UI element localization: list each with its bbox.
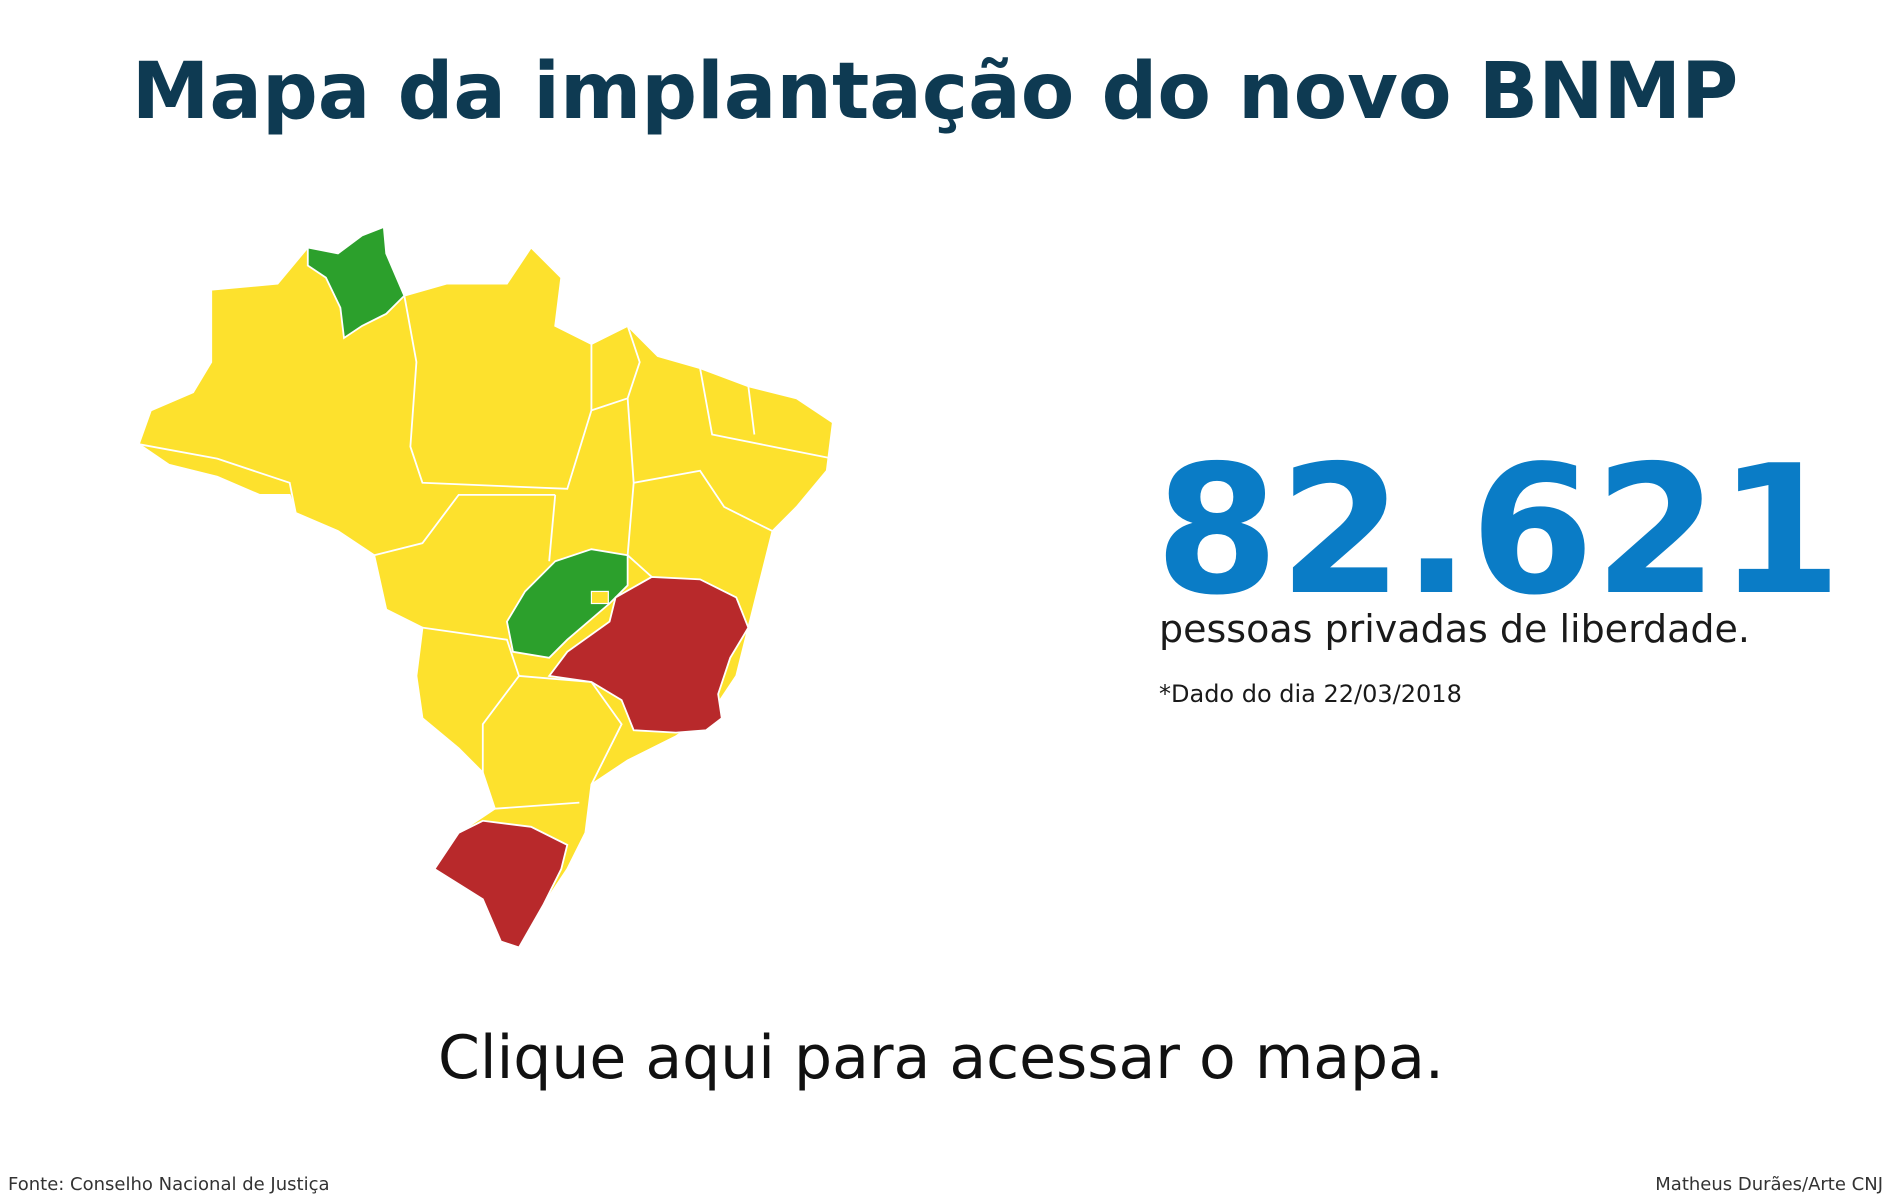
state-borders [138, 295, 834, 810]
source: Fonte: Conselho Nacional de Justiça [8, 1174, 330, 1195]
map-region-green [306, 225, 406, 340]
credit: Matheus Durães/Arte CNJ [1655, 1174, 1883, 1195]
title: Mapa da implantação do novo BNMP [132, 47, 1739, 137]
map-region-red [547, 576, 750, 734]
map-link[interactable]: Clique aqui para acessar o mapa. [438, 1023, 1444, 1093]
stat-note: *Dado do dia 22/03/2018 [1159, 680, 1462, 708]
map-region-green [505, 548, 629, 659]
map-region-red [433, 819, 569, 949]
brazil-map [137, 225, 834, 949]
stat-value: 82.621 [1155, 427, 1842, 634]
stat-label: pessoas privadas de liberdade. [1159, 607, 1750, 651]
map-region-yellow [590, 590, 609, 605]
